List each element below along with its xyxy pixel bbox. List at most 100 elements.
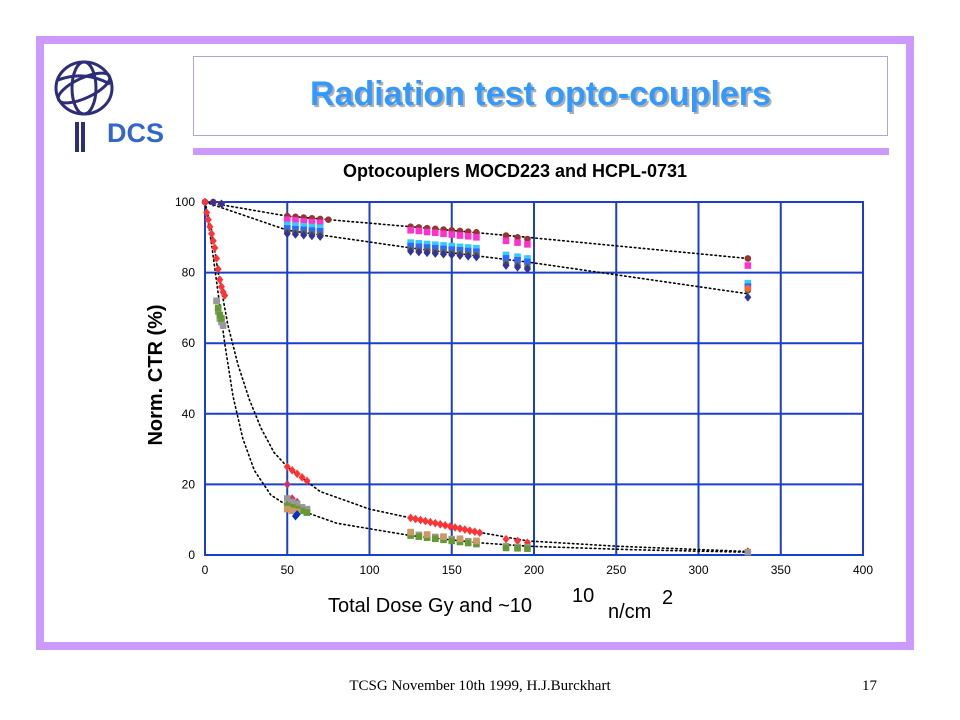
data-point — [524, 241, 531, 248]
data-point — [407, 513, 415, 523]
data-point — [316, 232, 324, 241]
globe-logo-icon — [54, 60, 114, 152]
data-point — [218, 315, 225, 322]
data-point — [464, 252, 472, 261]
data-point — [407, 242, 414, 250]
data-point — [415, 227, 423, 235]
data-point — [514, 239, 521, 246]
data-point — [456, 535, 464, 543]
data-point — [308, 218, 316, 226]
data-point — [514, 263, 522, 272]
x-tick-label: 0 — [202, 563, 209, 577]
x-tick-label: 150 — [442, 563, 462, 577]
data-point — [219, 322, 227, 329]
data-point — [448, 231, 456, 238]
data-point — [448, 246, 456, 253]
data-point — [440, 242, 447, 249]
data-point — [204, 215, 212, 224]
data-point — [423, 244, 431, 251]
data-point — [216, 275, 224, 284]
data-point — [436, 519, 444, 529]
data-point — [217, 199, 225, 209]
data-point — [744, 548, 752, 556]
data-point — [213, 297, 220, 305]
data-point — [415, 240, 423, 247]
data-point — [524, 255, 531, 262]
title-rule — [193, 148, 889, 155]
data-point — [300, 223, 307, 230]
data-point — [514, 234, 521, 241]
data-point — [744, 279, 752, 287]
data-point — [744, 293, 752, 302]
footer-text: TCSG November 10th 1999, H.J.Burckhart — [349, 678, 611, 694]
data-point — [524, 258, 531, 266]
data-point — [288, 504, 296, 511]
data-point — [446, 522, 454, 531]
data-point — [464, 539, 472, 547]
data-point — [214, 308, 222, 315]
data-point — [502, 232, 510, 239]
data-point — [303, 505, 311, 513]
data-point — [514, 256, 521, 264]
y-tick-label: 100 — [175, 195, 195, 209]
page-number: 17 — [862, 678, 877, 694]
data-point — [464, 247, 472, 255]
fit-line — [204, 201, 749, 553]
data-point — [502, 251, 510, 259]
data-point — [415, 247, 423, 257]
data-point — [451, 523, 459, 532]
data-point — [283, 505, 291, 513]
title-box: Radiation test opto-couplers — [193, 56, 888, 136]
x-axis-unit-exponent: 2 — [662, 587, 673, 609]
data-point — [407, 528, 414, 536]
data-point — [744, 285, 752, 292]
data-point — [456, 247, 464, 254]
data-point — [473, 248, 480, 256]
data-point — [415, 243, 423, 251]
x-tick-label: 300 — [688, 563, 708, 577]
data-point — [293, 469, 301, 479]
data-point — [473, 244, 480, 252]
ctr-scatter-chart: Optocouplers MOCD223 and HCPL-0731 Norm.… — [145, 161, 873, 623]
data-point — [316, 224, 324, 232]
data-point — [298, 504, 306, 511]
data-point — [292, 217, 299, 224]
data-point — [288, 498, 296, 506]
data-point — [426, 517, 434, 527]
data-point — [292, 222, 299, 229]
data-point — [423, 248, 431, 258]
dcs-logo-text: DCS — [107, 118, 165, 148]
data-point — [283, 502, 291, 509]
data-point — [293, 510, 301, 519]
data-point — [412, 514, 420, 524]
data-point — [407, 239, 414, 246]
data-point — [201, 197, 209, 207]
data-point — [524, 545, 531, 552]
chart-title: Optocouplers MOCD223 and HCPL-0731 — [343, 161, 687, 181]
y-axis-label: Norm. CTR (%) — [145, 304, 167, 445]
data-point — [209, 198, 217, 208]
data-point — [316, 227, 324, 235]
data-point — [502, 544, 510, 552]
data-point — [300, 218, 307, 225]
data-point — [432, 244, 439, 252]
x-axis-unit: n/cm — [608, 601, 651, 623]
data-point — [283, 462, 291, 472]
data-point — [415, 533, 423, 540]
y-tick-label: 0 — [188, 548, 195, 562]
data-point — [283, 480, 291, 489]
data-point — [214, 264, 222, 274]
y-tick-label: 40 — [182, 407, 196, 421]
data-point — [502, 534, 510, 544]
data-point — [431, 249, 439, 258]
data-point — [283, 225, 291, 232]
data-point — [292, 225, 299, 233]
data-point — [464, 244, 472, 251]
data-point — [440, 245, 447, 253]
data-point — [456, 243, 464, 251]
data-point — [461, 525, 469, 534]
data-point — [221, 291, 229, 300]
data-point — [283, 495, 291, 502]
data-point — [432, 241, 439, 249]
y-tick-label: 60 — [182, 336, 196, 350]
